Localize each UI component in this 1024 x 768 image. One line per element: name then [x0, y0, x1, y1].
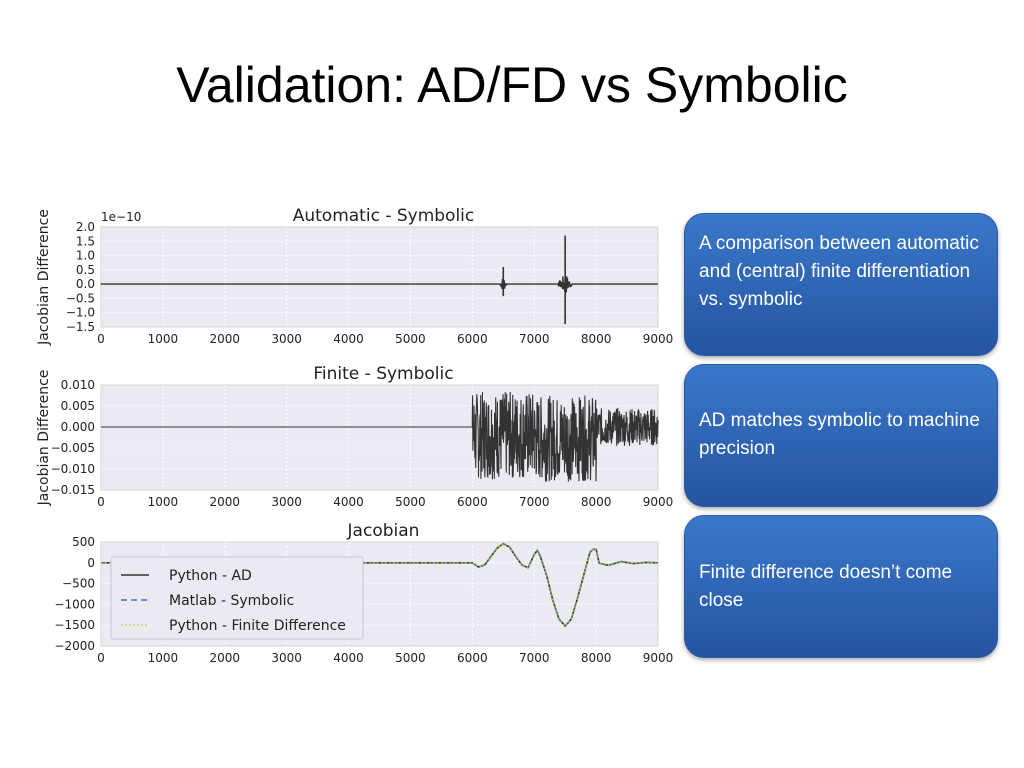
- callout-fd-not-close: Finite difference doesn’t come close: [684, 515, 998, 658]
- x-tick-label: 8000: [581, 495, 612, 509]
- x-tick-label: 1000: [148, 651, 179, 665]
- chart-3: 0 1000 2000 3000 4000 5000 6000 7000 8000 9000500…: [54, 521, 673, 665]
- charts-panel: 0 1000 2000 3000 4000 5000 6000 7000 8000 9000 2.0…: [0, 195, 680, 665]
- y-tick-label: −1.5: [66, 320, 95, 334]
- y-tick-label: 1.5: [76, 234, 95, 248]
- y-tick-label: 0.5: [76, 263, 95, 277]
- series-finite-minus-symbolic: [101, 392, 659, 482]
- slide-title: Validation: AD/FD vs Symbolic: [176, 57, 848, 113]
- plot-border: [100, 384, 659, 491]
- x-tick-label: 9000: [643, 332, 674, 346]
- x-tick-label: 9000: [643, 495, 674, 509]
- chart-title: Finite - Symbolic: [313, 364, 453, 384]
- x-tick-label: 4000: [333, 495, 364, 509]
- x-tick-label: 8000: [581, 332, 612, 346]
- x-tick-label: 0: [97, 332, 105, 346]
- x-tick-label: 1000: [148, 332, 179, 346]
- plot-area: [101, 227, 658, 327]
- y-axis-label: Jacobian Difference: [36, 209, 52, 346]
- plot-border: [100, 541, 659, 647]
- legend-box: [110, 556, 364, 640]
- y-tick-label: −500: [62, 577, 95, 591]
- x-tick-label: 4000: [333, 332, 364, 346]
- x-tick-label: 5000: [395, 651, 426, 665]
- x-tick-label: 7000: [519, 651, 550, 665]
- y-tick-label: −0.015: [51, 483, 95, 497]
- chart-1: 0 1000 2000 3000 4000 5000 6000 7000 8000 9000 2.0…: [36, 206, 673, 346]
- y-tick-label: −1500: [54, 618, 95, 632]
- y-tick-label: −2000: [54, 639, 95, 653]
- legend-entry-python-fd: Python - Finite Difference: [169, 618, 346, 634]
- plot-border: [100, 226, 659, 328]
- x-tick-label: 2000: [210, 332, 241, 346]
- x-tick-label: 6000: [457, 651, 488, 665]
- chart-title: Jacobian: [347, 521, 420, 541]
- y-axis-label: Jacobian Difference: [36, 370, 52, 507]
- y-tick-label: 2.0: [76, 220, 95, 234]
- x-tick-label: 8000: [581, 651, 612, 665]
- y-tick-label: −0.5: [66, 291, 95, 305]
- y-tick-label: −1.0: [66, 306, 95, 320]
- callout-ad-precision: AD matches symbolic to machine precision: [684, 364, 998, 507]
- x-tick-label: 7000: [519, 495, 550, 509]
- charts-svg: 0 1000 2000 3000 4000 5000 6000 7000 8000 90002.0…: [36, 206, 673, 665]
- x-tick-label: 6000: [457, 495, 488, 509]
- x-tick-label: 0: [97, 651, 105, 665]
- x-tick-label: 0: [97, 495, 105, 509]
- y-tick-label: 500: [72, 535, 95, 549]
- legend-entry-python-ad: Python - AD: [169, 568, 252, 584]
- x-tick-label: 9000: [643, 651, 674, 665]
- chart-title: Automatic - Symbolic: [293, 206, 475, 226]
- callout-comparison: A comparison between automatic and (cent…: [684, 213, 998, 356]
- x-tick-label: 4000: [333, 651, 364, 665]
- x-tick-label: 7000: [519, 332, 550, 346]
- x-tick-label: 3000: [271, 332, 302, 346]
- y-tick-label: 0.000: [61, 420, 95, 434]
- series-python-finite-difference: [101, 542, 659, 627]
- x-tick-label: 5000: [395, 332, 426, 346]
- x-tick-label: 2000: [210, 651, 241, 665]
- legend-entry-matlab-symbolic: Matlab - Symbolic: [169, 593, 294, 609]
- x-tick-label: 2000: [210, 495, 241, 509]
- x-tick-label: 3000: [271, 651, 302, 665]
- y-tick-label: 0.0: [76, 277, 95, 291]
- x-tick-label: 1000: [148, 495, 179, 509]
- y-tick-label: 0.005: [61, 399, 95, 413]
- scale-note: 1e−10: [101, 210, 141, 224]
- x-tick-label: 3000: [271, 495, 302, 509]
- x-tick-label: 5000: [395, 495, 426, 509]
- y-tick-label: 1.0: [76, 249, 95, 263]
- y-tick-label: −0.010: [51, 462, 95, 476]
- y-tick-label: 0: [87, 556, 95, 570]
- y-tick-label: 0.010: [61, 378, 95, 392]
- y-tick-label: −1000: [54, 597, 95, 611]
- chart-2: 0 1000 2000 3000 4000 5000 6000 7000 8000 9000 0.0…: [36, 364, 673, 509]
- y-tick-label: −0.005: [51, 441, 95, 455]
- x-tick-label: 6000: [457, 332, 488, 346]
